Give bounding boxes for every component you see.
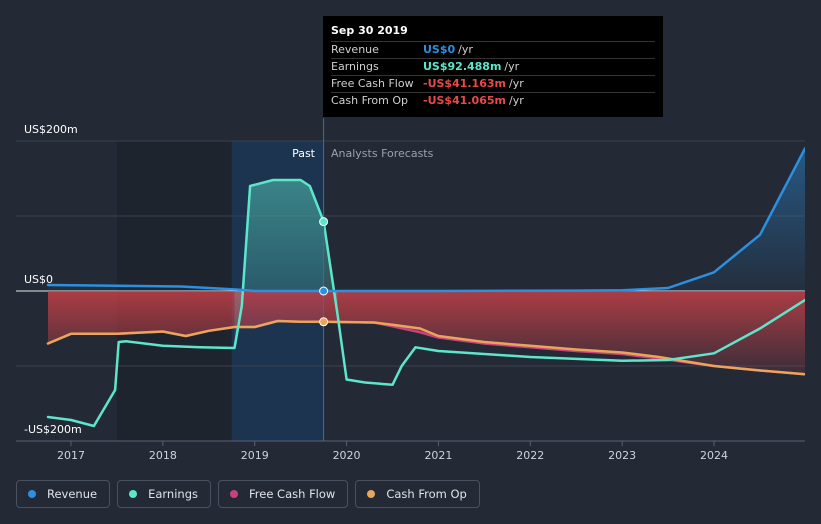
series-line-cash-from-op [46, 319, 805, 376]
highlight-point-earnings [319, 217, 329, 227]
x-tick-label: 2019 [241, 449, 269, 462]
hover-tooltip: Sep 30 2019 Revenue US$0 /yr Earnings US… [323, 16, 663, 117]
revenue-area-fill [48, 148, 805, 291]
x-tick-label: 2022 [516, 449, 544, 462]
x-tick-label: 2020 [333, 449, 361, 462]
tooltip-date: Sep 30 2019 [331, 24, 408, 37]
tooltip-label: Earnings [331, 60, 379, 73]
tooltip-unit: /yr [458, 43, 473, 56]
legend-item-earnings[interactable]: Earnings [117, 480, 211, 508]
tooltip-row-earnings: Earnings US$92.488m /yr [331, 58, 655, 75]
region-label-forecast: Analysts Forecasts [331, 147, 434, 160]
region-label-past: Past [292, 147, 316, 160]
legend-dot-icon [230, 490, 238, 498]
chart-legend: Revenue Earnings Free Cash Flow Cash Fro… [16, 480, 480, 508]
tooltip-value: US$92.488m [423, 60, 502, 73]
tooltip-label: Revenue [331, 43, 379, 56]
y-label-bottom: -US$200m [24, 423, 82, 436]
x-tick-label: 2018 [149, 449, 177, 462]
legend-item-free-cash-flow[interactable]: Free Cash Flow [218, 480, 349, 508]
series-line-revenue [46, 147, 805, 293]
tooltip-row-free-cash-flow: Free Cash Flow -US$41.163m /yr [331, 75, 655, 92]
tooltip-row-revenue: Revenue US$0 /yr [331, 41, 655, 58]
tooltip-unit: /yr [504, 60, 520, 73]
legend-label: Revenue [47, 487, 98, 501]
x-tick-label: 2023 [608, 449, 636, 462]
tooltip-label: Cash From Op [331, 94, 409, 107]
y-label-top: US$200m [24, 123, 78, 136]
highlight-point-revenue [319, 286, 329, 296]
x-tick-label: 2017 [57, 449, 85, 462]
legend-dot-icon [367, 490, 376, 498]
legend-item-revenue[interactable]: Revenue [16, 480, 111, 508]
legend-item-cash-from-op[interactable]: Cash From Op [355, 480, 480, 508]
highlight-point-cash-from-op [319, 317, 329, 327]
legend-label: Cash From Op [386, 487, 467, 501]
tooltip-unit: /yr [508, 77, 524, 90]
series-line-earnings [46, 178, 805, 428]
tooltip-value: US$0 [423, 43, 456, 56]
tooltip-value: -US$41.065m [423, 94, 506, 107]
y-label-zero: US$0 [24, 273, 53, 286]
tooltip-row-cash-from-op: Cash From Op -US$41.065m /yr [331, 92, 655, 109]
tooltip-value: -US$41.163m [423, 77, 506, 90]
tooltip-unit: /yr [508, 94, 524, 107]
legend-label: Earnings [148, 487, 198, 501]
legend-dot-icon [28, 490, 36, 498]
earnings-area-fill [234, 180, 338, 348]
legend-label: Free Cash Flow [249, 487, 336, 501]
legend-dot-icon [129, 490, 138, 498]
tooltip-label: Free Cash Flow [331, 77, 414, 90]
x-tick-label: 2021 [424, 449, 452, 462]
x-tick-label: 2024 [700, 449, 728, 462]
